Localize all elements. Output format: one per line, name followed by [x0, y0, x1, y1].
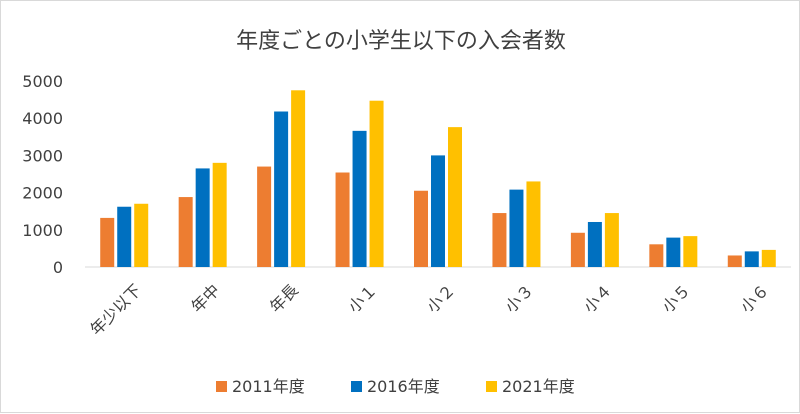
bar-1-1	[100, 217, 115, 267]
bar-2-9	[744, 251, 759, 267]
y-tick-label: 1000	[22, 221, 63, 240]
y-tick-label: 2000	[22, 184, 63, 203]
bars	[100, 90, 776, 268]
bar-3-1	[134, 203, 149, 267]
bar-1-9	[727, 255, 742, 267]
bar-3-4	[369, 100, 384, 267]
x-tick-label: 小４	[580, 280, 616, 316]
x-tick-label: 小１	[344, 280, 380, 316]
x-axis: 年少以下 年中 年長 小１ 小２ 小３ 小４ 小５ 小６	[86, 280, 772, 339]
bar-2-8	[666, 237, 681, 267]
bar-1-8	[649, 244, 664, 267]
legend-swatch-3	[486, 381, 497, 392]
y-axis: 0 1000 2000 3000 4000 5000	[22, 72, 63, 277]
bar-2-3	[274, 111, 289, 267]
bar-1-7	[570, 232, 585, 267]
y-tick-label: 4000	[22, 109, 63, 128]
legend-swatch-1	[216, 381, 227, 392]
bar-2-6	[509, 189, 524, 267]
bar-3-2	[212, 162, 227, 267]
x-tick-label: 年中	[187, 280, 223, 316]
x-tick-label: 小２	[423, 280, 459, 316]
bar-2-4	[352, 130, 367, 267]
bar-1-4	[335, 172, 350, 267]
legend: 2011年度 2016年度 2021年度	[216, 377, 575, 396]
bar-3-5	[448, 127, 462, 268]
legend-label-1: 2011年度	[232, 377, 305, 396]
y-tick-label: 0	[53, 258, 63, 277]
bar-3-6	[526, 181, 541, 267]
legend-label-2: 2016年度	[367, 377, 440, 396]
y-tick-label: 3000	[22, 146, 63, 165]
x-tick-label: 年少以下	[86, 280, 145, 339]
bar-3-8	[683, 236, 698, 267]
x-tick-label: 小５	[658, 280, 694, 316]
bar-2-2	[195, 168, 210, 267]
chart-title: 年度ごとの小学生以下の入会者数	[236, 29, 566, 54]
y-tick-label: 5000	[22, 72, 63, 91]
bar-1-2	[178, 197, 193, 267]
bar-3-7	[604, 213, 619, 267]
bar-1-6	[492, 213, 507, 267]
bar-1-3	[257, 166, 272, 267]
x-tick-label: 小３	[501, 280, 537, 316]
bar-3-9	[761, 249, 776, 267]
bar-2-1	[117, 206, 132, 267]
bar-3-3	[291, 90, 306, 267]
bar-2-7	[587, 221, 602, 267]
bar-2-5	[431, 155, 445, 267]
legend-swatch-2	[351, 381, 362, 392]
x-tick-label: 年長	[266, 280, 302, 316]
x-tick-label: 小６	[737, 280, 773, 316]
legend-label-3: 2021年度	[502, 377, 575, 396]
bar-1-5	[414, 190, 428, 267]
